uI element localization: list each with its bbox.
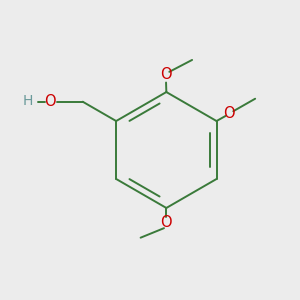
Text: H: H: [22, 94, 33, 108]
Text: O: O: [224, 106, 235, 121]
Text: O: O: [160, 67, 172, 82]
Text: O: O: [160, 215, 172, 230]
Text: O: O: [44, 94, 56, 109]
